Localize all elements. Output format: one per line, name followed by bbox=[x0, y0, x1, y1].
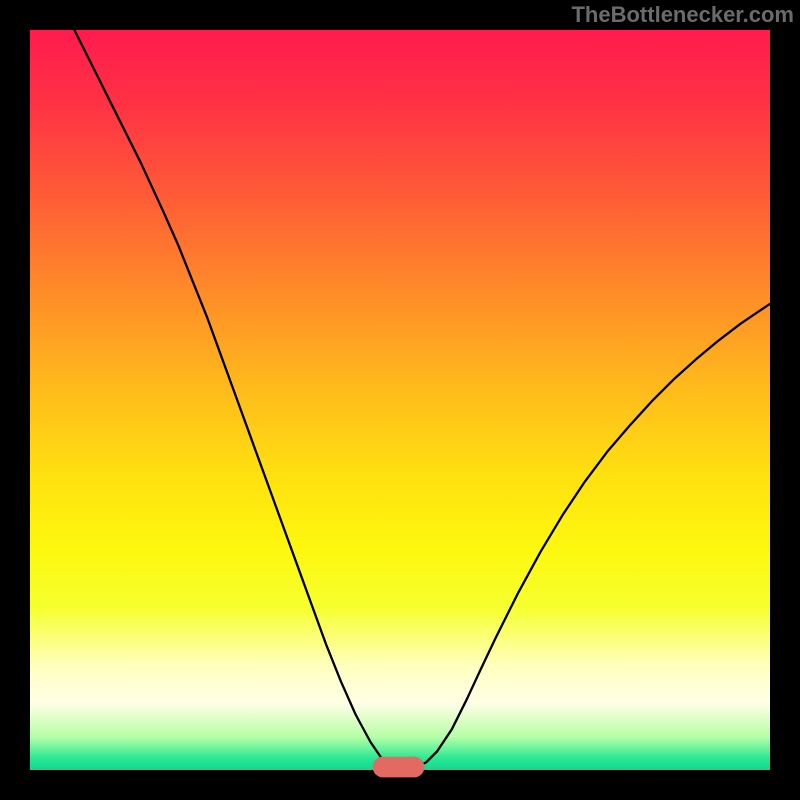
chart-svg bbox=[0, 0, 800, 800]
watermark-text: TheBottlenecker.com bbox=[571, 2, 794, 28]
chart-container: TheBottlenecker.com bbox=[0, 0, 800, 800]
bottleneck-curve bbox=[74, 30, 770, 767]
optimal-marker bbox=[373, 757, 425, 778]
